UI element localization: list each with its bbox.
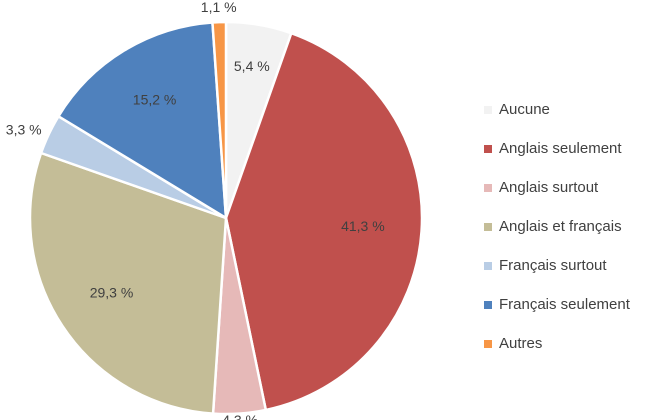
legend-label-anglais-surtout: Anglais surtout: [499, 179, 599, 196]
legend-label-anglais-et-francais: Anglais et français: [499, 218, 622, 235]
data-label-anglais-et-francais: 29,3 %: [90, 284, 134, 300]
legend-label-francais-surtout: Français surtout: [499, 257, 607, 274]
pie-slice-autres: [211, 20, 228, 220]
legend-swatch-francais-seulement: [484, 300, 492, 309]
data-label-aucune: 5,4 %: [234, 58, 270, 74]
pie-slice-anglais-seulement: [224, 31, 424, 412]
legend-item-francais-surtout: Français surtout: [484, 246, 650, 285]
legend-swatch-anglais-et-francais: [484, 222, 492, 231]
pie-slice-anglais-et-francais: [28, 151, 228, 415]
pie-data-labels: 5,4 % 41,3 % 4,3 % 29,3 % 3,3 % 15,2 % 1,1 %: [6, 0, 385, 420]
data-label-francais-seulement: 15,2 %: [133, 92, 177, 108]
pie-slices: [28, 20, 424, 416]
data-label-anglais-seulement: 41,3 %: [341, 218, 385, 234]
data-label-anglais-surtout: 4,3 %: [222, 412, 258, 420]
legend-swatch-francais-surtout: [484, 261, 492, 270]
legend-item-autres: Autres: [484, 324, 650, 363]
data-label-francais-surtout: 3,3 %: [6, 122, 42, 138]
legend-item-aucune: Aucune: [484, 90, 650, 129]
legend-item-anglais-surtout: Anglais surtout: [484, 168, 650, 207]
pie-slice-francais-seulement: [57, 21, 228, 220]
legend-swatch-aucune: [484, 105, 492, 114]
legend-item-francais-seulement: Français seulement: [484, 285, 650, 324]
legend-swatch-anglais-seulement: [484, 144, 492, 153]
legend-item-anglais-seulement: Anglais seulement: [484, 129, 650, 168]
legend-item-anglais-et-francais: Anglais et français: [484, 207, 650, 246]
legend-label-autres: Autres: [499, 335, 543, 352]
legend-swatch-autres: [484, 339, 492, 348]
legend-label-anglais-seulement: Anglais seulement: [499, 140, 622, 157]
data-label-autres: 1,1 %: [201, 0, 237, 15]
legend-swatch-anglais-surtout: [484, 183, 492, 192]
legend-label-aucune: Aucune: [499, 101, 550, 118]
legend-label-francais-seulement: Français seulement: [499, 296, 630, 313]
chart-legend: Aucune Anglais seulement Anglais surtout An…: [484, 90, 650, 363]
